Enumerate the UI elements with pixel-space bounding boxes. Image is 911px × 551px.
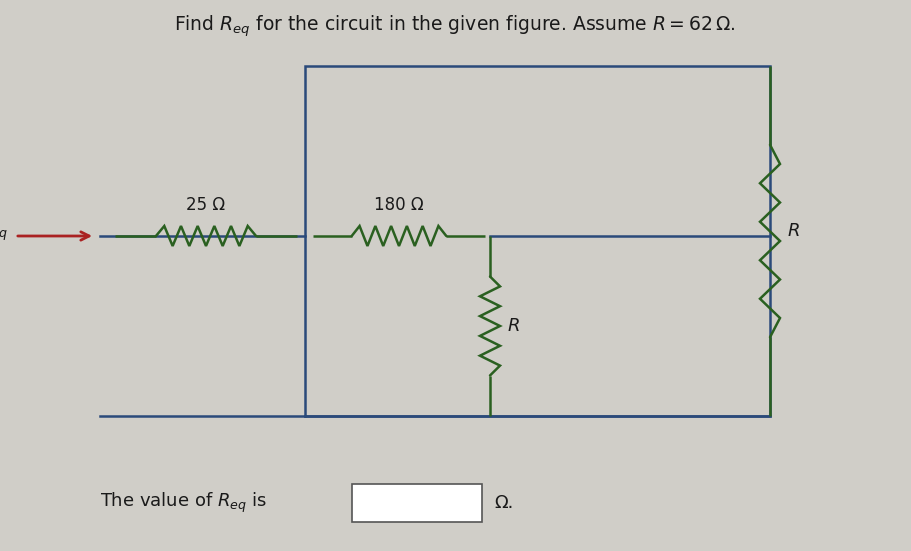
Text: R: R: [788, 222, 801, 240]
Text: 180 Ω: 180 Ω: [374, 196, 424, 214]
Text: The value of $R_{eq}$ is: The value of $R_{eq}$ is: [100, 491, 267, 515]
Text: Find $R_{eq}$ for the circuit in the given figure. Assume $R = 62\,\Omega$.: Find $R_{eq}$ for the circuit in the giv…: [174, 13, 736, 39]
Text: R: R: [508, 317, 520, 335]
Text: Ω.: Ω.: [494, 494, 514, 512]
Text: 25 Ω: 25 Ω: [187, 196, 226, 214]
FancyBboxPatch shape: [352, 484, 482, 522]
Bar: [305, 66, 770, 416]
Text: $R_{eq}$: $R_{eq}$: [0, 219, 8, 242]
